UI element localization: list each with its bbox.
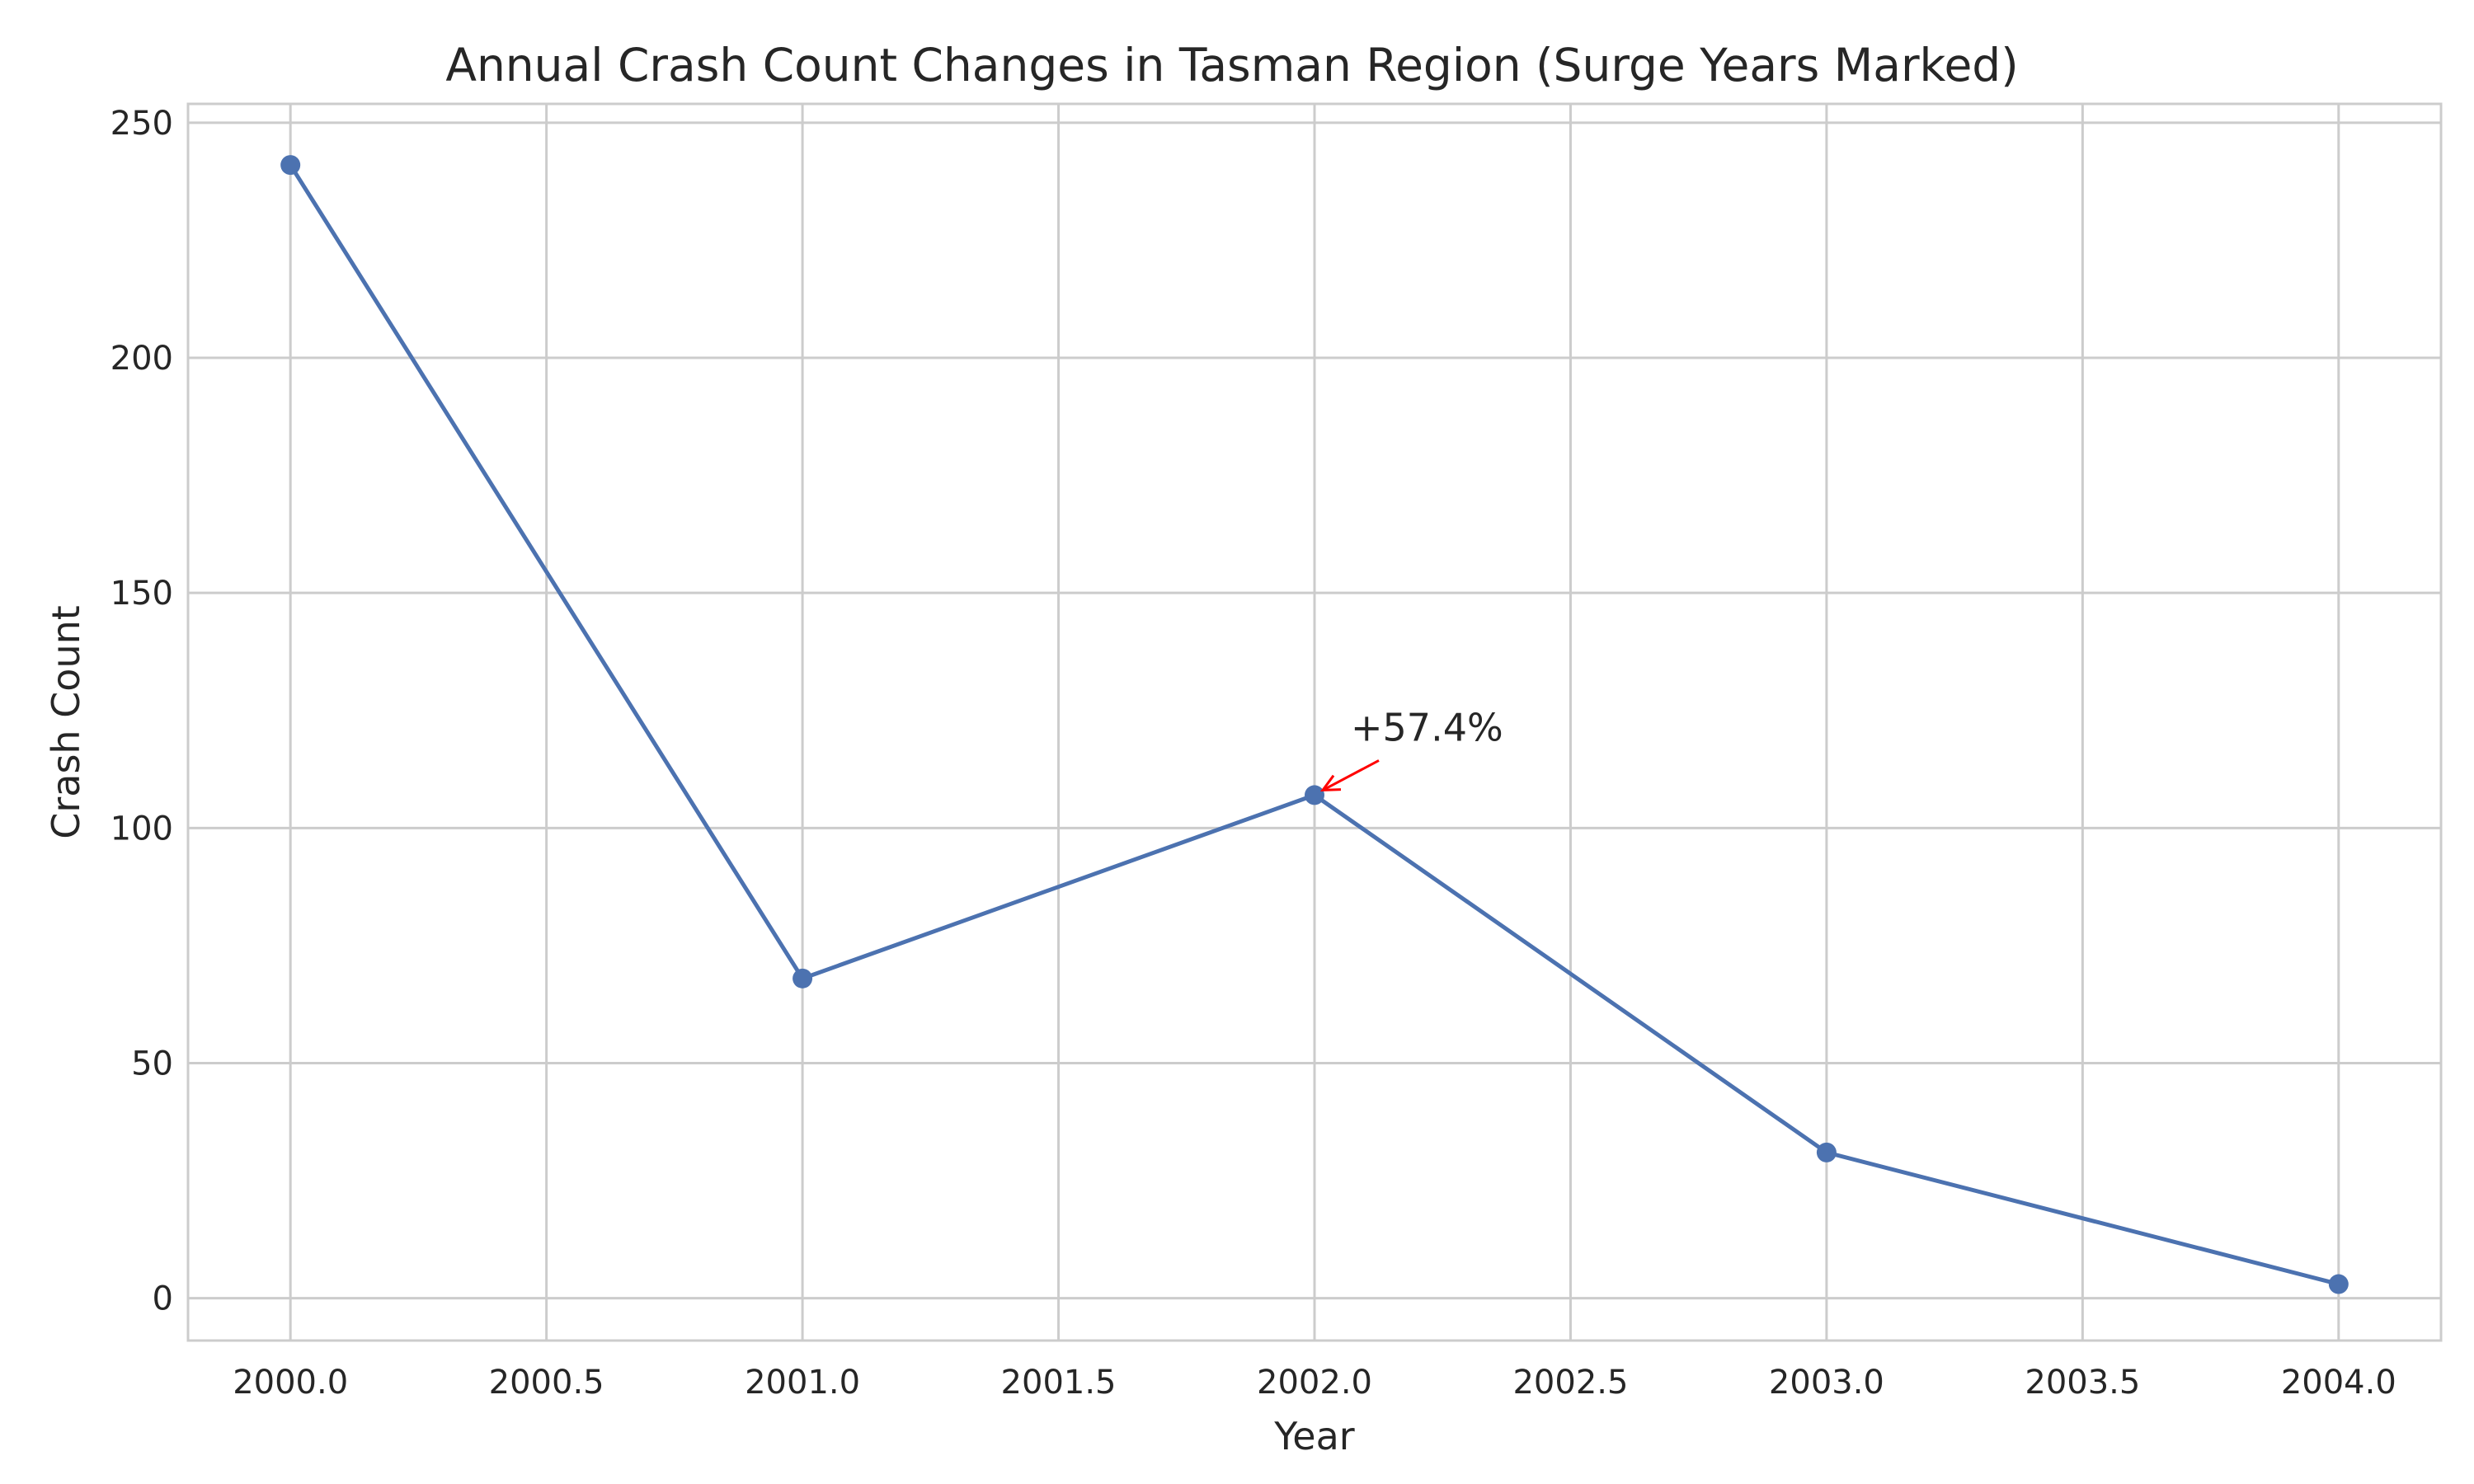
y-tick-label: 0 <box>153 1280 173 1318</box>
x-tick-label: 2003.0 <box>1769 1364 1884 1402</box>
data-point <box>280 155 301 176</box>
y-tick-label: 150 <box>111 575 173 613</box>
data-point <box>2328 1274 2349 1294</box>
plot-frame <box>186 102 2443 1342</box>
x-tick-labels: 2000.0 2000.5 2001.0 2001.5 2002.0 2002.5 2003… <box>233 1364 2396 1402</box>
y-tick-label: 50 <box>131 1045 173 1082</box>
data-point <box>793 968 813 989</box>
annotation-label: +57.4% <box>1351 705 1503 749</box>
y-tick-label: 250 <box>111 105 173 143</box>
y-tick-label: 100 <box>111 810 173 848</box>
x-tick-label: 2002.0 <box>1257 1364 1372 1402</box>
x-tick-label: 2000.5 <box>489 1364 604 1402</box>
x-tick-label: 2002.5 <box>1512 1364 1628 1402</box>
y-axis-label: Crash Count <box>44 605 88 839</box>
x-tick-label: 2001.0 <box>745 1364 860 1402</box>
x-tick-label: 2000.0 <box>233 1364 348 1402</box>
x-tick-label: 2003.5 <box>2025 1364 2140 1402</box>
series-layer <box>280 155 2349 1294</box>
y-tick-label: 200 <box>111 340 173 378</box>
data-point <box>1816 1142 1837 1162</box>
chart-title: Annual Crash Count Changes in Tasman Reg… <box>445 39 2018 92</box>
annotation-arrow <box>1322 759 1380 791</box>
y-tick-labels: 0 50 100 150 200 250 <box>111 105 173 1318</box>
x-tick-label: 2004.0 <box>2281 1364 2396 1402</box>
x-axis-label: Year <box>1273 1414 1354 1458</box>
data-point <box>1305 785 1324 805</box>
grid-layer <box>188 104 2441 1341</box>
annotation-arrow-head <box>1319 774 1342 792</box>
annotation-layer: +57.4% <box>1319 705 1503 792</box>
x-tick-label: 2001.5 <box>1001 1364 1117 1402</box>
